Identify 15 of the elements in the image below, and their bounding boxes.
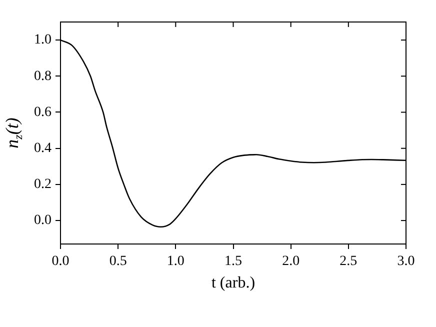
x-tick-label: 2.0 — [282, 254, 300, 270]
x-tick-label: 2.5 — [340, 254, 358, 270]
x-tick-label: 3.0 — [397, 254, 415, 270]
x-axis-title: t (arb.) — [211, 274, 256, 292]
y-tick-label: 0.2 — [34, 177, 52, 192]
y-tick-label: 0.0 — [34, 213, 52, 228]
y-axis-title: nz(t) — [2, 118, 25, 148]
x-tick-label: 0.0 — [52, 254, 70, 270]
y-tick-label: 0.8 — [34, 68, 52, 84]
y-tick-label: 0.4 — [34, 141, 52, 156]
x-tick-label: 0.5 — [109, 254, 127, 270]
y-tick-label: 1.0 — [34, 32, 52, 48]
y-tick-label: 0.6 — [34, 104, 52, 120]
x-tick-label: 1.5 — [224, 254, 242, 270]
x-tick-label: 1.0 — [166, 254, 184, 270]
